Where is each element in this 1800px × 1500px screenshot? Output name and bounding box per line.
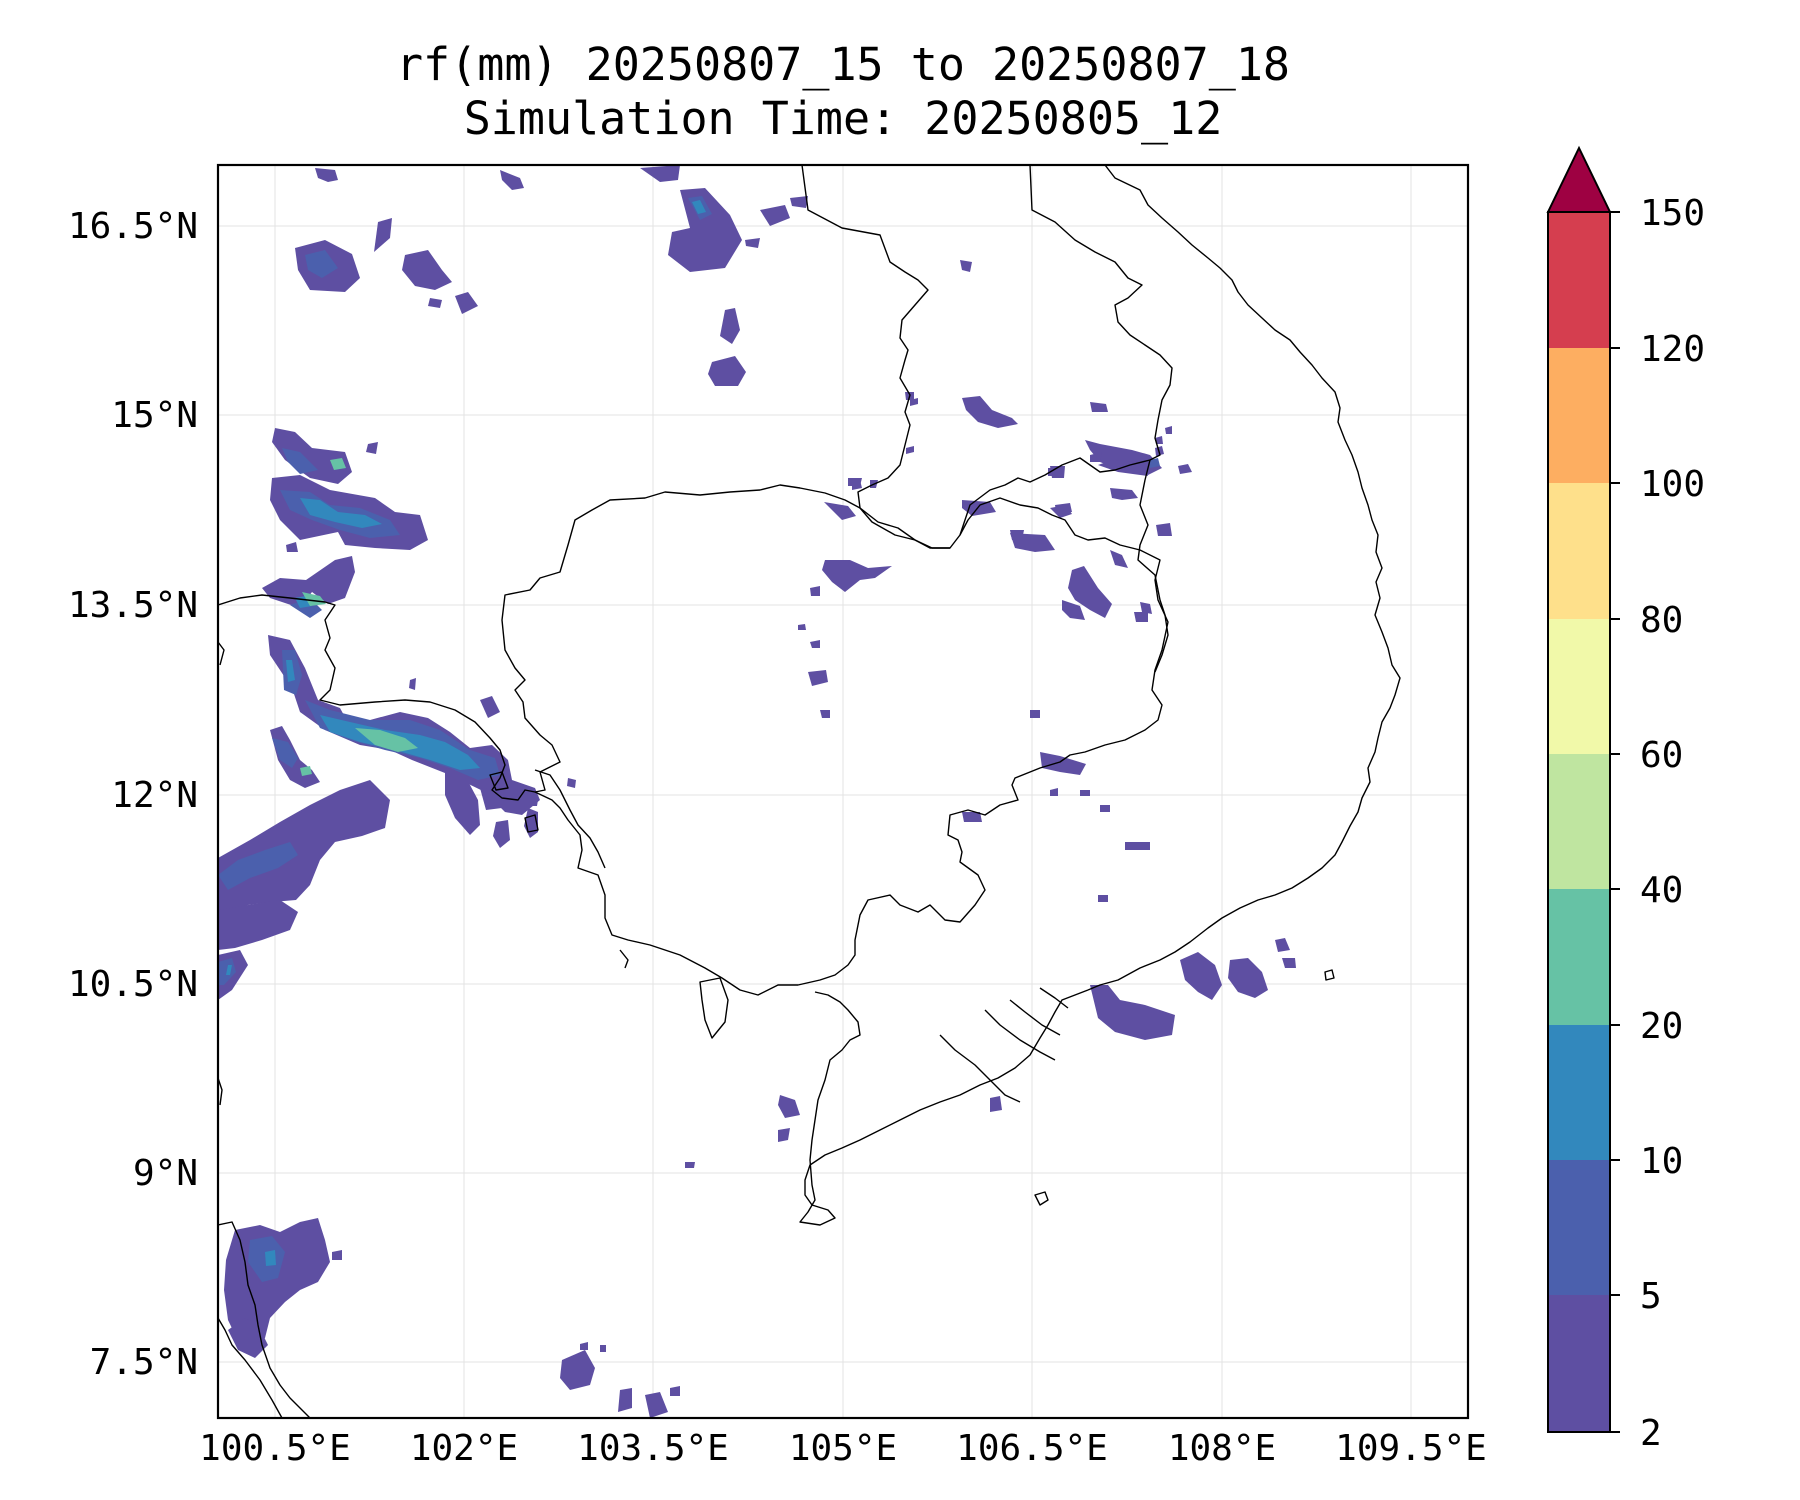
colorbar-band-5-10 [1548, 1160, 1610, 1295]
map-frame [216, 163, 1470, 1420]
lat-tick-label: 10.5°N [68, 964, 198, 1005]
colorbar-extend-arrow [1546, 145, 1612, 213]
lat-tick-label: 12°N [111, 775, 198, 816]
colorbar-band-60-80 [1548, 619, 1610, 754]
lat-tick-label: 7.5°N [90, 1342, 198, 1383]
colorbar-band-120-150 [1548, 212, 1610, 348]
colorbar-tick-label: 150 [1640, 193, 1705, 234]
colorbar-tick-label: 60 [1640, 735, 1683, 776]
lon-tick-label: 105°E [789, 1428, 897, 1469]
rainfall-2-5mm-areas [218, 165, 1296, 1418]
rainfall-10-20mm-areas [226, 200, 706, 1266]
map-title: rf(mm) 20250807_15 to 20250807_18 [395, 38, 1291, 91]
colorbar-tick-label: 2 [1640, 1413, 1662, 1454]
colorbar-band-40-60 [1548, 754, 1610, 889]
colorbar-tick-label: 40 [1640, 870, 1683, 911]
colorbar-tick-label: 120 [1640, 329, 1705, 370]
lat-tick-label: 15°N [111, 395, 198, 436]
lon-tick-label: 109.5°E [1335, 1428, 1487, 1469]
lon-tick-label: 108°E [1168, 1428, 1276, 1469]
colorbar-tick-label: 80 [1640, 600, 1683, 641]
lon-tick-label: 103.5°E [577, 1428, 729, 1469]
lon-tick-label: 100.5°E [199, 1428, 351, 1469]
rainfall-20-40mm-areas [300, 458, 418, 776]
lat-tick-label: 13.5°N [68, 585, 198, 626]
colorbar-band-10-20 [1548, 1025, 1610, 1160]
colorbar-band-20-40 [1548, 889, 1610, 1025]
colorbar-band-2-5 [1548, 1295, 1610, 1432]
colorbar-tick-label: 20 [1640, 1006, 1683, 1047]
colorbar-band-80-100 [1548, 483, 1610, 619]
colorbar-band-100-120 [1548, 348, 1610, 483]
lon-tick-label: 102°E [410, 1428, 518, 1469]
lon-tick-label: 106.5°E [956, 1428, 1108, 1469]
lat-tick-label: 9°N [133, 1153, 198, 1194]
coastline-and-border-lines [218, 165, 1401, 1418]
colorbar: 2 5 10 20 40 60 80 100 120 150 [1546, 145, 1705, 1454]
gridlines [218, 165, 1468, 1418]
colorbar-tick-label: 10 [1640, 1141, 1683, 1182]
lat-tick-label: 16.5°N [68, 206, 198, 247]
map-subtitle: Simulation Time: 20250805_12 [463, 92, 1223, 145]
colorbar-tick-label: 5 [1640, 1276, 1662, 1317]
colorbar-frame [1547, 211, 1611, 1433]
colorbar-tick-label: 100 [1640, 464, 1705, 505]
